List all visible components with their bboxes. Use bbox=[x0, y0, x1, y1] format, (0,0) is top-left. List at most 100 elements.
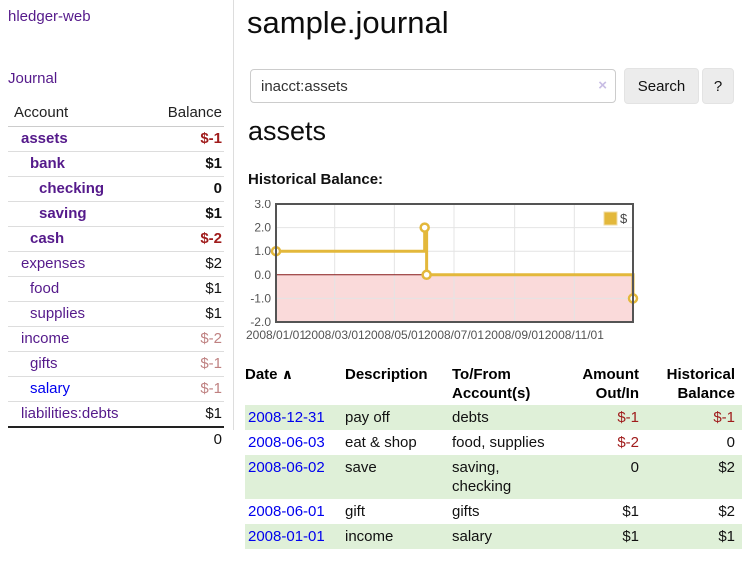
search-input[interactable] bbox=[250, 69, 616, 103]
account-balance: $1 bbox=[147, 151, 224, 177]
account-link[interactable]: gifts bbox=[30, 355, 58, 372]
txn-description: eat & shop bbox=[345, 434, 417, 451]
legend-swatch bbox=[603, 211, 618, 226]
account-row: assets $-1 bbox=[8, 127, 224, 152]
page-title: sample.journal bbox=[247, 5, 449, 40]
clear-search-icon[interactable]: × bbox=[598, 77, 607, 94]
column-header-balance: Historical Balance bbox=[646, 363, 742, 405]
column-header-accounts: To/From Account(s) bbox=[452, 363, 564, 405]
register-table: Date ∧ Description To/From Account(s) Am… bbox=[245, 363, 742, 549]
brand-link[interactable]: hledger-web bbox=[8, 8, 91, 25]
account-row: supplies $1 bbox=[8, 301, 224, 327]
txn-row[interactable]: 2008-01-01 income salary $1 $1 bbox=[245, 524, 742, 549]
account-heading: assets bbox=[248, 116, 327, 146]
chart-title: Historical Balance: bbox=[248, 171, 384, 188]
date-sort-link[interactable]: Date ∧ bbox=[245, 366, 293, 383]
txn-balance: $2 bbox=[718, 503, 735, 520]
txn-balance: $1 bbox=[718, 528, 735, 545]
account-link[interactable]: income bbox=[21, 330, 70, 347]
account-balance: $1 bbox=[147, 201, 224, 227]
sidebar-item-journal[interactable]: Journal bbox=[8, 70, 58, 87]
account-row: bank $1 bbox=[8, 151, 224, 177]
accounts-header-balance: Balance bbox=[147, 100, 224, 127]
account-balance: $1 bbox=[147, 276, 224, 302]
brand: hledger-web bbox=[8, 8, 91, 25]
x-tick-label: 2008/01/01 bbox=[246, 328, 306, 342]
accounts-total-spacer bbox=[8, 426, 148, 452]
column-label: To/From bbox=[452, 366, 511, 383]
column-label: Date bbox=[245, 366, 278, 383]
txn-amount: 0 bbox=[630, 459, 639, 476]
txn-date-link[interactable]: 2008-06-02 bbox=[248, 459, 325, 476]
account-balance: $-1 bbox=[147, 351, 224, 377]
search-button[interactable]: Search bbox=[624, 68, 699, 104]
sort-ascending-icon: ∧ bbox=[281, 366, 294, 382]
x-tick-label: 2008/09/01 bbox=[485, 328, 545, 342]
txn-row[interactable]: 2008-06-02 save saving, checking 0 $2 bbox=[245, 455, 742, 499]
account-balance: $-2 bbox=[147, 226, 224, 252]
txn-balance: 0 bbox=[726, 434, 735, 451]
x-tick-label: 2008/11/01 bbox=[545, 328, 604, 342]
account-row: expenses $2 bbox=[8, 251, 224, 277]
account-link[interactable]: cash bbox=[30, 230, 65, 247]
txn-row[interactable]: 2008-06-03 eat & shop food, supplies $-2 0 bbox=[245, 430, 742, 455]
x-tick-label: 2008/05/01 bbox=[364, 328, 424, 342]
account-link[interactable]: liabilities:debts bbox=[21, 405, 119, 422]
account-link[interactable]: salary bbox=[30, 380, 71, 397]
column-label-line2: Account(s) bbox=[452, 385, 531, 402]
txn-balance: $-1 bbox=[713, 409, 735, 426]
account-link[interactable]: assets bbox=[21, 130, 68, 147]
accounts-total-value: 0 bbox=[147, 426, 224, 452]
column-label: Description bbox=[345, 366, 428, 383]
sidebar-nav: Journal bbox=[8, 70, 57, 87]
account-row: cash $-2 bbox=[8, 226, 224, 252]
txn-row[interactable]: 2008-12-31 pay off debts $-1 $-1 bbox=[245, 405, 742, 430]
txn-amount: $-1 bbox=[617, 409, 639, 426]
y-tick-label: 2.0 bbox=[254, 221, 271, 235]
x-tick-label: 2008/03/01 bbox=[305, 328, 365, 342]
search-form: × bbox=[250, 69, 616, 103]
account-link[interactable]: checking bbox=[39, 180, 105, 197]
txn-accounts: food, supplies bbox=[452, 434, 545, 451]
column-label: Historical bbox=[666, 366, 735, 383]
txn-balance: $2 bbox=[718, 459, 735, 476]
account-link[interactable]: bank bbox=[30, 155, 66, 172]
account-row: gifts $-1 bbox=[8, 351, 224, 377]
account-link[interactable]: expenses bbox=[21, 255, 86, 272]
column-header-date[interactable]: Date ∧ bbox=[245, 363, 345, 405]
account-link[interactable]: saving bbox=[39, 205, 87, 222]
txn-description: gift bbox=[345, 503, 366, 520]
txn-accounts: salary bbox=[452, 528, 493, 545]
txn-date-link[interactable]: 2008-06-01 bbox=[248, 503, 325, 520]
txn-accounts: debts bbox=[452, 409, 489, 426]
y-tick-label: -2.0 bbox=[250, 315, 271, 329]
txn-date-link[interactable]: 2008-12-31 bbox=[248, 409, 325, 426]
help-button[interactable]: ? bbox=[702, 68, 734, 104]
y-tick-label: 0.0 bbox=[254, 268, 271, 282]
txn-row[interactable]: 2008-06-01 gift gifts $1 $2 bbox=[245, 499, 742, 524]
account-balance: $2 bbox=[147, 251, 224, 277]
column-header-amount: Amount Out/In bbox=[564, 363, 646, 405]
account-row: income $-2 bbox=[8, 326, 224, 352]
txn-description: pay off bbox=[345, 409, 390, 426]
txn-amount: $1 bbox=[622, 503, 639, 520]
column-label-line2: Balance bbox=[677, 385, 735, 402]
column-header-description: Description bbox=[345, 363, 452, 405]
historical-balance-chart-svg: 3.0 2.0 1.0 0.0 -1.0 -2.02008/01/012008/03/01… bbox=[246, 197, 639, 342]
account-link[interactable]: food bbox=[30, 280, 60, 297]
txn-date-link[interactable]: 2008-06-03 bbox=[248, 434, 325, 451]
account-link[interactable]: supplies bbox=[30, 305, 86, 322]
x-tick-label: 2008/07/01 bbox=[424, 328, 484, 342]
data-point-marker bbox=[421, 269, 432, 281]
txn-amount: $1 bbox=[622, 528, 639, 545]
account-balance: $-1 bbox=[200, 130, 222, 147]
data-point-marker bbox=[419, 222, 430, 233]
txn-amount: $-2 bbox=[617, 434, 639, 451]
account-row: liabilities:debts $1 bbox=[8, 401, 224, 427]
txn-date-link[interactable]: 2008-01-01 bbox=[248, 528, 325, 545]
account-balance: 0 bbox=[147, 176, 224, 202]
accounts-total-row: 0 bbox=[8, 426, 224, 452]
y-tick-label: -1.0 bbox=[250, 291, 271, 305]
account-row: checking 0 bbox=[8, 176, 224, 202]
